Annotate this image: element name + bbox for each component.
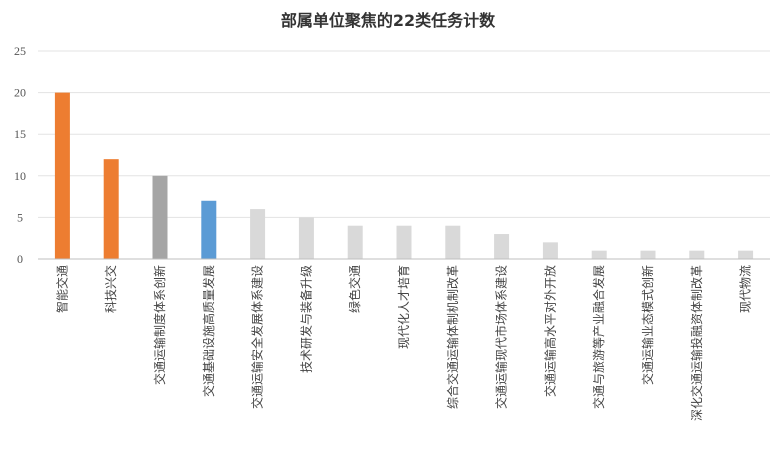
bar xyxy=(250,209,266,259)
bar xyxy=(542,242,558,259)
y-tick-label: 20 xyxy=(14,86,26,100)
y-tick-label: 25 xyxy=(14,44,26,58)
bar xyxy=(591,250,607,259)
bar xyxy=(738,250,754,259)
x-tick-label: 现代化人才培育 xyxy=(396,265,411,349)
x-tick-label: 现代物流 xyxy=(739,265,753,313)
bar xyxy=(298,217,314,259)
x-tick-label: 绿色交通 xyxy=(347,265,362,313)
x-tick-label: 技术研发与装备升级 xyxy=(298,265,313,373)
gridlines xyxy=(38,50,770,218)
bar xyxy=(445,225,461,259)
x-tick-label: 深化交通运输投融资体制改革 xyxy=(689,265,704,421)
bar xyxy=(396,225,412,259)
bar xyxy=(103,159,119,259)
x-tick-label: 交通运输业态模式创新 xyxy=(640,265,655,385)
bar xyxy=(54,92,70,259)
x-tick-label: 智能交通 xyxy=(54,265,69,313)
x-tick-label: 交通基础设施高质量发展 xyxy=(201,265,216,397)
chart-title: 部属单位聚焦的22类任务计数 xyxy=(281,11,496,30)
bar xyxy=(152,175,168,259)
x-tick-label: 综合交通运输体制机制改革 xyxy=(445,265,460,409)
x-tick-label: 交通运输安全发展体系建设 xyxy=(250,265,265,409)
bar xyxy=(494,234,510,259)
bar xyxy=(689,250,705,259)
x-tick-label: 交通运输现代市场体系建设 xyxy=(494,265,509,409)
y-tick-label: 15 xyxy=(14,127,26,141)
y-tick-label: 5 xyxy=(17,210,23,224)
y-tick-label: 0 xyxy=(17,252,23,266)
bar xyxy=(640,250,656,259)
x-tick-label: 交通与旅游等产业融合发展 xyxy=(591,265,606,409)
y-axis-ticks: 0 5 10 15 20 25 xyxy=(14,44,26,266)
y-tick-label: 10 xyxy=(14,169,26,183)
category-labels: 智能交通 科技兴交 交通运输制度体系创新 交通基础设施高质量发展 交通运输安全发展体系建… xyxy=(54,265,752,421)
bar xyxy=(347,225,363,259)
x-tick-label: 交通运输制度体系创新 xyxy=(152,265,167,385)
bars xyxy=(54,92,754,259)
x-tick-label: 科技兴交 xyxy=(103,265,118,313)
bar xyxy=(201,200,217,259)
x-tick-label: 交通运输高水平对外开放 xyxy=(542,265,557,397)
